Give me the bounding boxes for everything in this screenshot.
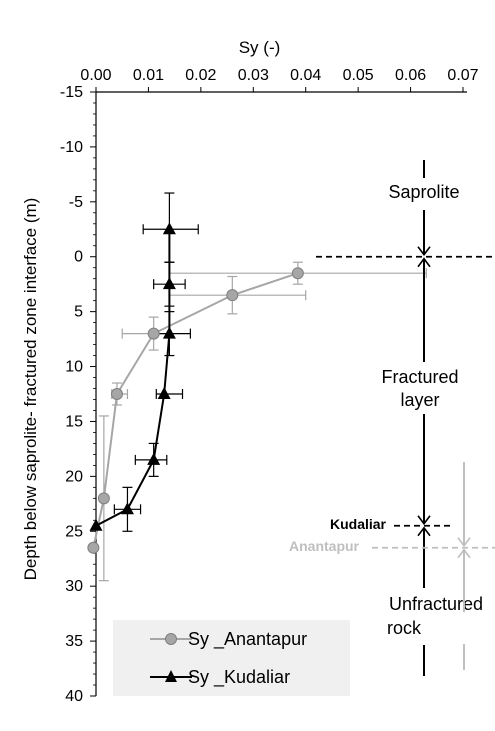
data-point-anantapur bbox=[147, 327, 160, 340]
y-axis-title: Depth below saprolite- fractured zone in… bbox=[21, 198, 40, 581]
data-point-kudaliar bbox=[147, 452, 161, 465]
x-tick-label: 0.04 bbox=[290, 67, 321, 84]
data-point-anantapur bbox=[87, 541, 100, 554]
y-tick-label: 35 bbox=[65, 633, 83, 650]
y-tick-label: 30 bbox=[65, 578, 83, 595]
legend-box bbox=[113, 620, 350, 696]
y-tick-label: 0 bbox=[74, 249, 83, 266]
data-point-anantapur bbox=[97, 492, 110, 505]
y-tick-label: -15 bbox=[60, 84, 83, 101]
legend-label-kudaliar: Sy _Kudaliar bbox=[188, 667, 290, 688]
legend-marker-anantapur bbox=[165, 633, 177, 645]
anantapur-arrowhead-up bbox=[457, 548, 471, 559]
x-tick-label: 0.00 bbox=[80, 67, 111, 84]
annotation-fractured: Fractured bbox=[381, 367, 458, 387]
x-axis-title: Sy (-) bbox=[239, 38, 281, 57]
x-tick-label: 0.03 bbox=[238, 67, 269, 84]
data-point-kudaliar bbox=[120, 502, 134, 515]
annotation-rock: rock bbox=[387, 618, 422, 638]
y-tick-label: 5 bbox=[74, 304, 83, 321]
legend-marker-kudaliar bbox=[165, 670, 177, 682]
y-tick-label: 40 bbox=[65, 688, 83, 705]
y-tick-label: 10 bbox=[65, 359, 83, 376]
data-point-kudaliar bbox=[162, 277, 176, 290]
x-tick-label: 0.05 bbox=[343, 67, 374, 84]
x-tick-label: 0.01 bbox=[133, 67, 164, 84]
legend-label-anantapur: Sy _Anantapur bbox=[188, 629, 307, 650]
data-point-kudaliar bbox=[157, 387, 171, 399]
anantapur-arrowhead-down bbox=[457, 537, 471, 548]
legend: Sy _Anantapur Sy _Kudaliar bbox=[113, 620, 350, 696]
series-line-anantapur bbox=[92, 272, 299, 548]
y-tick-label: 20 bbox=[65, 468, 83, 485]
annotation-unfractured: Unfractured bbox=[389, 594, 483, 614]
y-tick-label: -5 bbox=[69, 194, 83, 211]
fractured-arrowhead-up bbox=[417, 257, 431, 268]
x-tick-label: 0.02 bbox=[185, 67, 216, 84]
data-point-kudaliar bbox=[162, 326, 176, 339]
y-tick-label: 15 bbox=[65, 413, 83, 430]
data-point-anantapur bbox=[226, 289, 239, 302]
annotation-saprolite: Saprolite bbox=[388, 182, 459, 202]
y-tick-label: 25 bbox=[65, 523, 83, 540]
axes-layer: 0.00 0.01 0.02 0.03 0.04 0.05 0.06 0.07 Sy (-) -1… bbox=[21, 38, 479, 705]
annotation-layer: layer bbox=[400, 390, 439, 410]
series-layer bbox=[87, 222, 304, 554]
unfractured-arrowhead bbox=[417, 526, 431, 537]
annotation-anantapur: Anantapur bbox=[289, 538, 360, 554]
annotations-layer: Saprolite Fractured layer Unfractured ro… bbox=[289, 160, 495, 676]
data-point-anantapur bbox=[110, 388, 123, 400]
data-point-anantapur bbox=[291, 267, 304, 280]
x-tick-label: 0.06 bbox=[395, 67, 426, 84]
data-point-kudaliar bbox=[89, 518, 103, 531]
y-tick-label: -10 bbox=[60, 139, 83, 156]
data-point-kudaliar bbox=[162, 222, 176, 235]
x-tick-label: 0.07 bbox=[447, 67, 478, 84]
fractured-arrowhead-down bbox=[417, 515, 431, 526]
annotation-kudaliar: Kudaliar bbox=[330, 516, 387, 532]
saprolite-arrowhead bbox=[417, 246, 431, 257]
